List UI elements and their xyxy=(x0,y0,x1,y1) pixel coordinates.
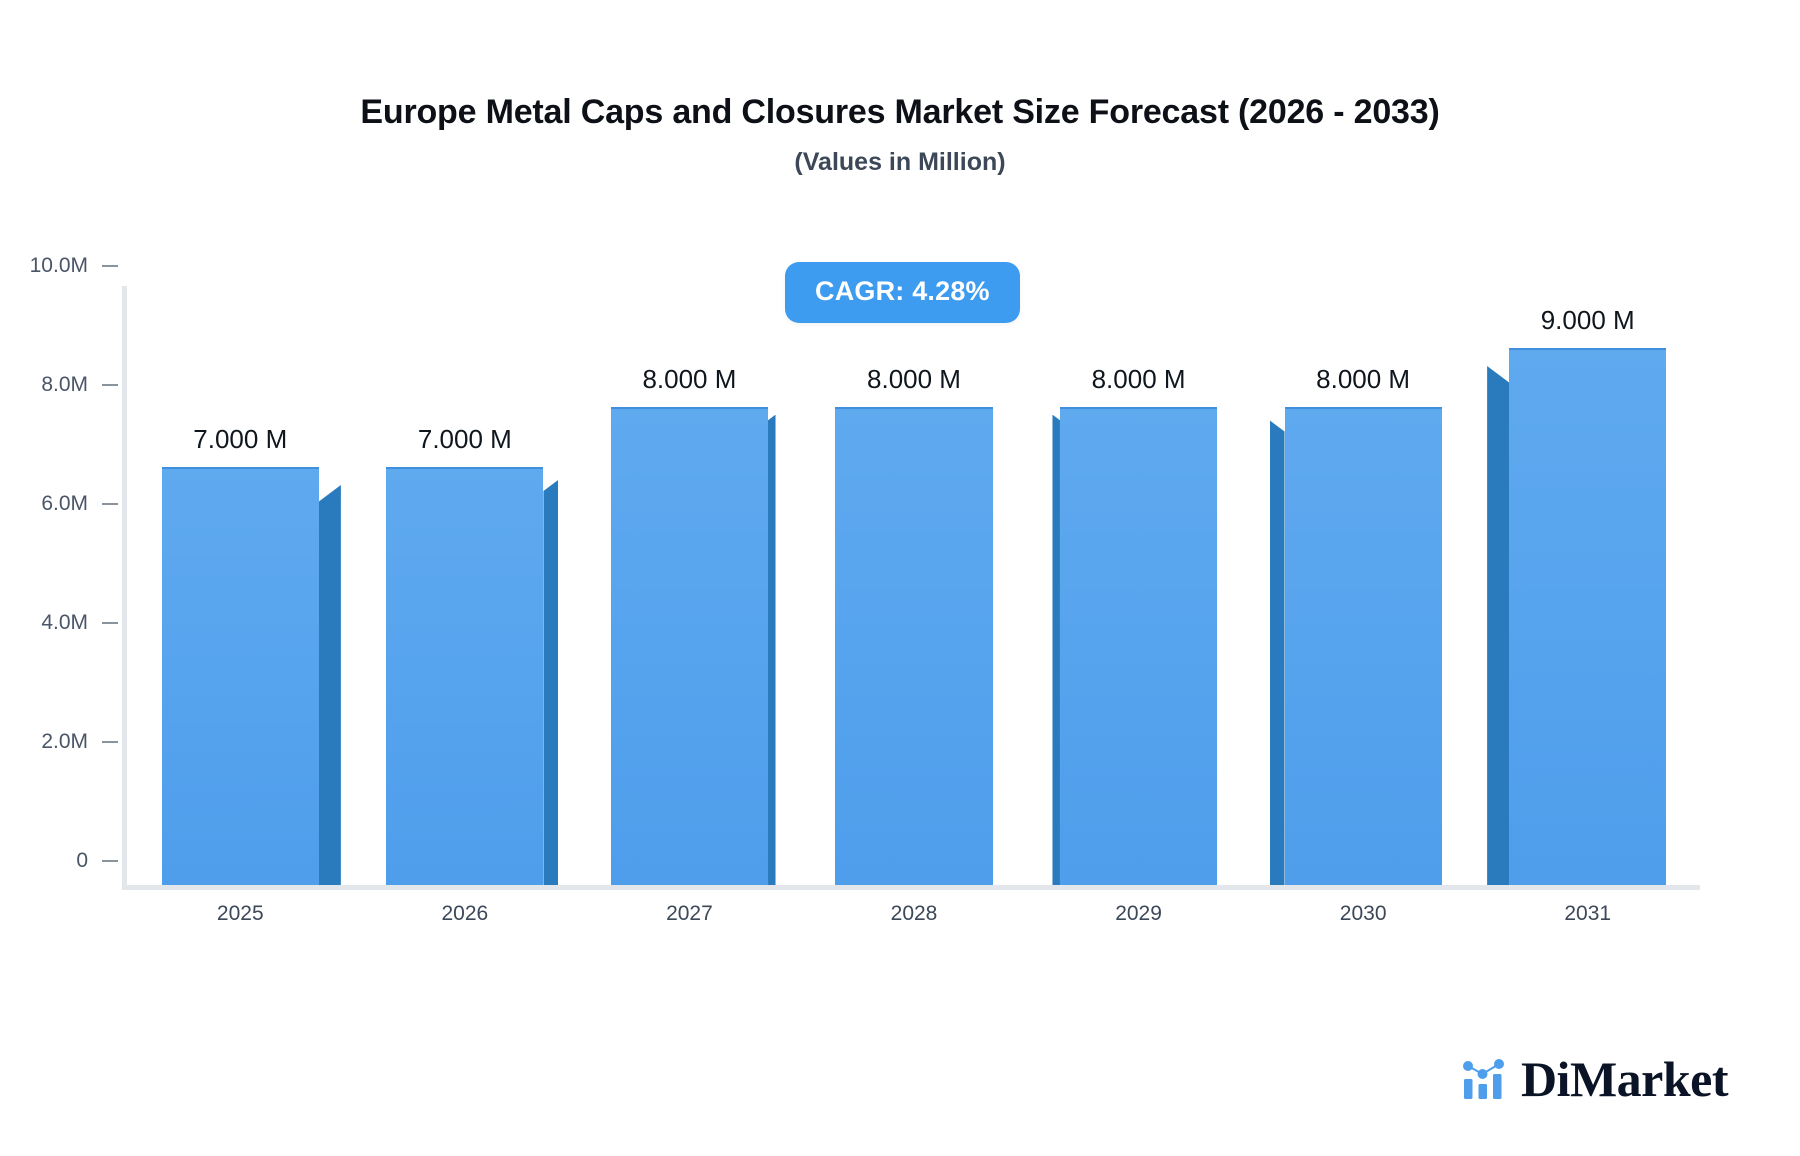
chart-title: Europe Metal Caps and Closures Market Si… xyxy=(360,93,1440,131)
bar-face xyxy=(386,466,544,885)
y-axis-tick: 4.0M xyxy=(4,611,128,635)
chart-subtitle: (Values in Million) xyxy=(794,147,1006,176)
dimarket-logo: DiMarket xyxy=(1461,1051,1729,1107)
x-axis-tick-label: 2031 xyxy=(1564,902,1612,925)
y-axis-tick-mark xyxy=(102,503,118,505)
x-axis-tick-label: 2027 xyxy=(666,902,713,925)
bar-side-panel xyxy=(768,414,776,885)
y-axis-tick-mark xyxy=(102,384,118,386)
x-axis-tick-label: 2026 xyxy=(441,902,489,925)
y-axis-tick-label: 10.0M xyxy=(29,254,88,277)
bar-value-label: 8.000 M xyxy=(642,364,737,394)
y-axis-tick-mark xyxy=(102,265,118,267)
bar-2030[interactable]: 8.000 M xyxy=(1269,364,1442,885)
y-axis-tick: 10.0M xyxy=(4,254,128,278)
y-axis-tick: 6.0M xyxy=(4,492,128,516)
bar-side-panel xyxy=(1269,420,1285,885)
logo-text: DiMarket xyxy=(1520,1051,1729,1107)
bar-2025[interactable]: 7.000 M xyxy=(161,424,341,885)
y-axis-tick: 8.0M xyxy=(4,373,128,397)
bar-side-panel xyxy=(318,485,341,885)
y-axis-tick-mark xyxy=(102,860,118,862)
bar-2031[interactable]: 9.000 M xyxy=(1487,305,1667,885)
bar-2026[interactable]: 7.000 M xyxy=(386,424,559,885)
bar-2027[interactable]: 8.000 M xyxy=(610,364,776,885)
plot-area: 0 2.0M 4.0M 6.0M 8.0M 10.0M 7.000 M 7.000 M 8.0… xyxy=(30,254,1700,925)
bar-side-panel xyxy=(543,479,559,885)
x-axis-tick-label: 2029 xyxy=(1115,902,1162,925)
y-axis-tick-label: 8.0M xyxy=(41,373,88,396)
y-axis-tick-label: 2.0M xyxy=(41,730,88,753)
bar-value-label: 8.000 M xyxy=(867,364,961,394)
bar-2029[interactable]: 8.000 M xyxy=(1052,364,1218,885)
bar-side-panel xyxy=(1487,366,1510,885)
x-axis-line xyxy=(122,885,1700,890)
bar-face xyxy=(1284,407,1442,885)
bar-face xyxy=(610,407,769,885)
y-axis-tick-label: 6.0M xyxy=(41,492,88,515)
y-axis-tick-label: 0 xyxy=(76,849,88,872)
x-axis-tick-label: 2028 xyxy=(890,902,938,925)
title-block: Europe Metal Caps and Closures Market Si… xyxy=(0,92,1800,177)
x-axis-tick-label: 2025 xyxy=(216,902,264,925)
bar-value-label: 8.000 M xyxy=(1316,364,1411,394)
bar-face xyxy=(1059,407,1218,885)
bar-face xyxy=(835,407,993,885)
bar-value-label: 9.000 M xyxy=(1540,304,1635,335)
bar-chart-logo-icon xyxy=(1462,1059,1504,1099)
y-axis-tick-label: 4.0M xyxy=(41,611,88,634)
bar-face xyxy=(161,466,319,885)
y-axis-tick-mark xyxy=(102,622,118,624)
y-axis-tick-mark xyxy=(102,741,118,743)
bar-face xyxy=(1509,347,1667,885)
y-axis-tick: 2.0M xyxy=(4,730,128,754)
bar-value-label: 7.000 M xyxy=(193,423,288,454)
bar-side-panel xyxy=(1052,414,1060,885)
y-axis-tick: 0 xyxy=(4,849,128,873)
bar-2028[interactable]: 8.000 M xyxy=(835,364,993,885)
bar-value-label: 8.000 M xyxy=(1091,364,1186,394)
x-axis-tick-label: 2030 xyxy=(1339,902,1387,925)
bar-value-label: 7.000 M xyxy=(417,423,512,454)
cagr-badge: CAGR: 4.28% xyxy=(785,262,1020,323)
y-axis-line xyxy=(122,286,127,885)
